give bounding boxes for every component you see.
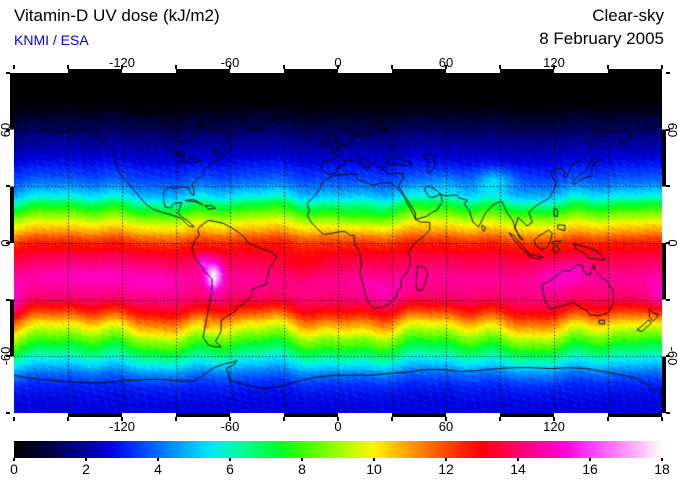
colorbar-tick-label: 4 bbox=[154, 461, 162, 477]
lon-tick-label: 0 bbox=[334, 55, 342, 70]
colorbar-tick bbox=[661, 458, 663, 461]
lon-tick bbox=[67, 65, 69, 69]
lon-tick-label: 120 bbox=[543, 55, 565, 70]
lon-tick bbox=[337, 417, 339, 421]
lat-tick bbox=[6, 412, 10, 414]
colorbar-tick-label: 6 bbox=[226, 461, 234, 477]
colorbar-tick-label: 14 bbox=[510, 461, 526, 477]
colorbar bbox=[14, 441, 662, 458]
lat-tick bbox=[666, 128, 670, 131]
lon-tick bbox=[121, 417, 123, 421]
colorbar-tick bbox=[445, 458, 447, 461]
colorbar-tick-label: 18 bbox=[654, 461, 670, 477]
lon-tick bbox=[67, 417, 69, 421]
date-label: 8 February 2005 bbox=[539, 29, 664, 48]
lon-tick bbox=[553, 65, 555, 69]
lon-tick bbox=[445, 65, 447, 69]
lat-tick-label: 60 bbox=[0, 122, 13, 137]
map-border-bottom bbox=[14, 413, 662, 417]
lat-tick bbox=[6, 242, 10, 244]
lon-tick bbox=[121, 65, 123, 69]
colorbar-tick bbox=[85, 458, 87, 461]
lat-tick bbox=[666, 355, 670, 358]
colorbar-tick bbox=[589, 458, 591, 461]
lat-tick bbox=[6, 128, 10, 131]
lat-tick-label: -60 bbox=[665, 346, 678, 366]
lon-tick bbox=[229, 417, 231, 421]
lon-tick bbox=[661, 417, 663, 421]
lat-tick bbox=[666, 72, 670, 74]
colorbar-tick bbox=[373, 458, 375, 461]
lon-tick bbox=[175, 65, 177, 69]
lon-tick-label: -60 bbox=[220, 55, 240, 70]
lat-tick bbox=[666, 412, 670, 414]
lon-tick bbox=[337, 65, 339, 69]
colorbar-tick bbox=[517, 458, 519, 461]
map-border-right bbox=[662, 73, 666, 413]
page-title: Vitamin-D UV dose (kJ/m2) bbox=[14, 6, 220, 25]
lat-tick-label: 0 bbox=[665, 228, 678, 258]
lat-tick bbox=[6, 72, 10, 74]
lon-tick bbox=[661, 65, 663, 69]
lon-tick bbox=[229, 65, 231, 69]
colorbar-tick bbox=[301, 458, 303, 461]
lon-tick-label: 120 bbox=[543, 419, 565, 434]
lon-tick bbox=[499, 417, 501, 421]
lon-tick bbox=[607, 417, 609, 421]
colorbar-tick-label: 12 bbox=[438, 461, 454, 477]
condition-label: Clear-sky bbox=[592, 6, 664, 25]
colorbar-tick-label: 8 bbox=[298, 461, 306, 477]
lon-tick bbox=[283, 65, 285, 69]
colorbar-tick-label: 10 bbox=[366, 461, 382, 477]
lon-tick-label: -120 bbox=[108, 419, 136, 434]
lon-tick bbox=[445, 417, 447, 421]
lon-tick-label: 60 bbox=[438, 55, 454, 70]
lon-tick-label: 60 bbox=[438, 419, 454, 434]
colorbar-tick-label: 16 bbox=[582, 461, 598, 477]
lon-tick bbox=[553, 417, 555, 421]
world-uv-map bbox=[14, 73, 662, 413]
colorbar-tick bbox=[13, 458, 15, 461]
map-border-top bbox=[14, 69, 662, 73]
lon-tick bbox=[13, 65, 15, 69]
lon-tick bbox=[175, 417, 177, 421]
lon-tick-label: -120 bbox=[108, 55, 136, 70]
lat-tick-label: 60 bbox=[665, 122, 678, 137]
lat-tick-label: 0 bbox=[0, 228, 13, 258]
lat-tick bbox=[6, 355, 10, 358]
lat-tick-label: -60 bbox=[0, 346, 13, 366]
colorbar-tick bbox=[229, 458, 231, 461]
colorbar-tick-label: 2 bbox=[82, 461, 90, 477]
lat-tick bbox=[666, 298, 670, 301]
lon-tick bbox=[391, 417, 393, 421]
colorbar-tick bbox=[157, 458, 159, 461]
lon-tick-label: 0 bbox=[334, 419, 342, 434]
lat-tick bbox=[6, 298, 10, 301]
lon-tick bbox=[13, 417, 15, 421]
lon-tick-label: -60 bbox=[220, 419, 240, 434]
lat-tick bbox=[666, 242, 670, 244]
source-credit: KNMI / ESA bbox=[14, 32, 89, 48]
colorbar-tick-label: 0 bbox=[10, 461, 18, 477]
map-border-left bbox=[10, 73, 14, 413]
lon-tick bbox=[391, 65, 393, 69]
lon-tick bbox=[283, 417, 285, 421]
lat-tick bbox=[6, 185, 10, 188]
lon-tick bbox=[499, 65, 501, 69]
lat-tick bbox=[666, 185, 670, 188]
lon-tick bbox=[607, 65, 609, 69]
